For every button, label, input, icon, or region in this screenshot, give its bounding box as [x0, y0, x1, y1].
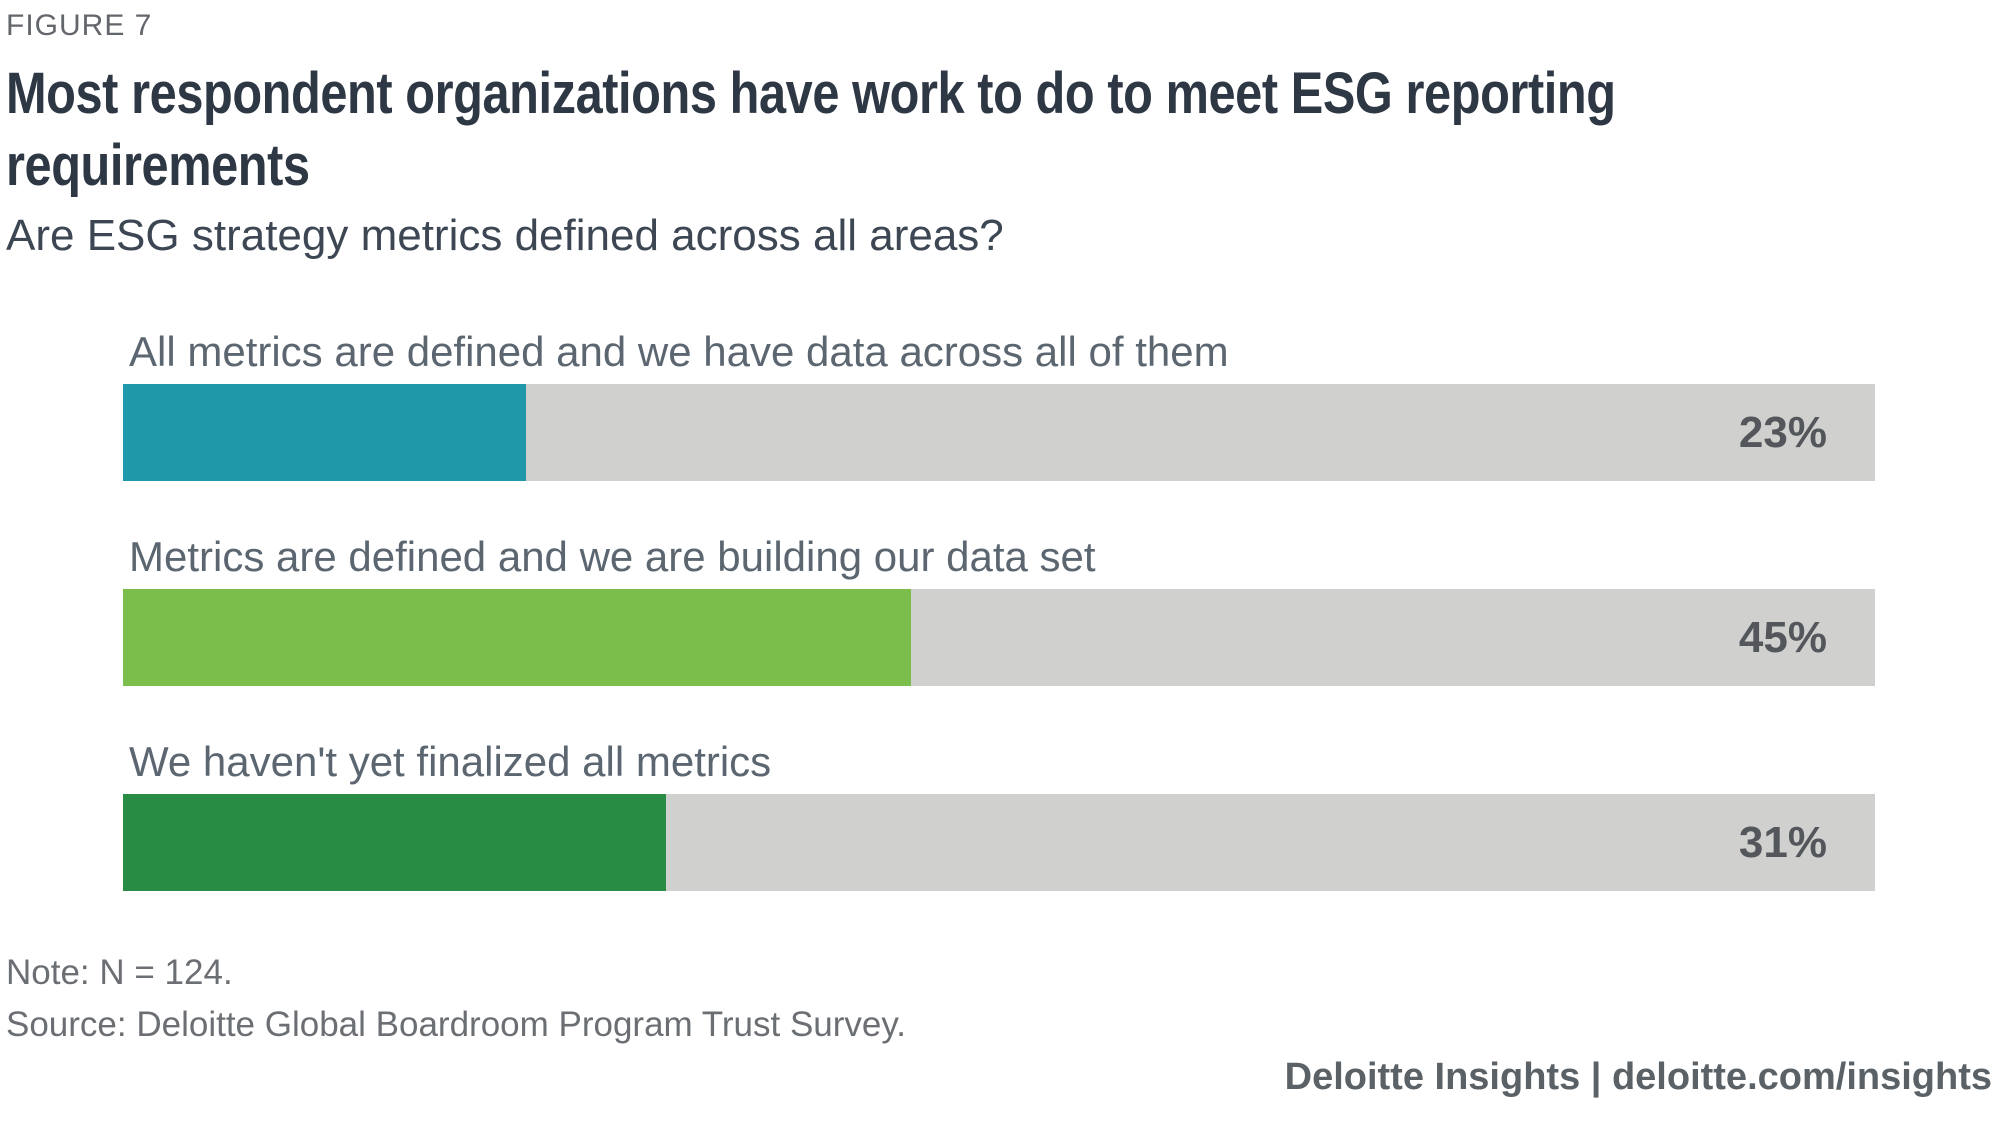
bar-value-label: 31% [1738, 818, 1827, 867]
horizontal-bar-chart: All metrics are defined and we have data… [123, 326, 1875, 891]
bar-track: 23% [123, 384, 1875, 481]
bar-track: 45% [123, 589, 1875, 686]
source-text: Source: Deloitte Global Boardroom Progra… [6, 1005, 907, 1044]
bar-value-label: 45% [1738, 613, 1827, 662]
bar-fill [123, 794, 667, 891]
bar-track: 31% [123, 794, 1875, 891]
chart-subtitle-question: Are ESG strategy metrics defined across … [6, 211, 1004, 260]
bar-category-label: We haven't yet finalized all metrics [129, 738, 772, 785]
note-text: Note: N = 124. [6, 953, 233, 992]
bar-row: All metrics are defined and we have data… [123, 326, 1875, 481]
bar-row: We haven't yet finalized all metrics 31% [123, 736, 1875, 891]
chart-title: Most respondent organizations have work … [6, 58, 2000, 202]
bar-value-label: 23% [1738, 408, 1827, 457]
bar-fill [123, 589, 912, 686]
chart-notes: Note: N = 124. Source: Deloitte Global B… [6, 951, 2000, 1047]
chart-title-line-1: Most respondent organizations have work … [6, 61, 1616, 126]
bar-category-label: All metrics are defined and we have data… [129, 328, 1229, 375]
bar-row: Metrics are defined and we are building … [123, 531, 1875, 686]
deloitte-insights-credit: Deloitte Insights | deloitte.com/insight… [1284, 1056, 1992, 1098]
bar-fill [123, 384, 526, 481]
bar-category-label: Metrics are defined and we are building … [129, 533, 1096, 580]
chart-title-line-2: requirements [6, 133, 310, 198]
figure-number-label: FIGURE 7 [6, 9, 153, 42]
